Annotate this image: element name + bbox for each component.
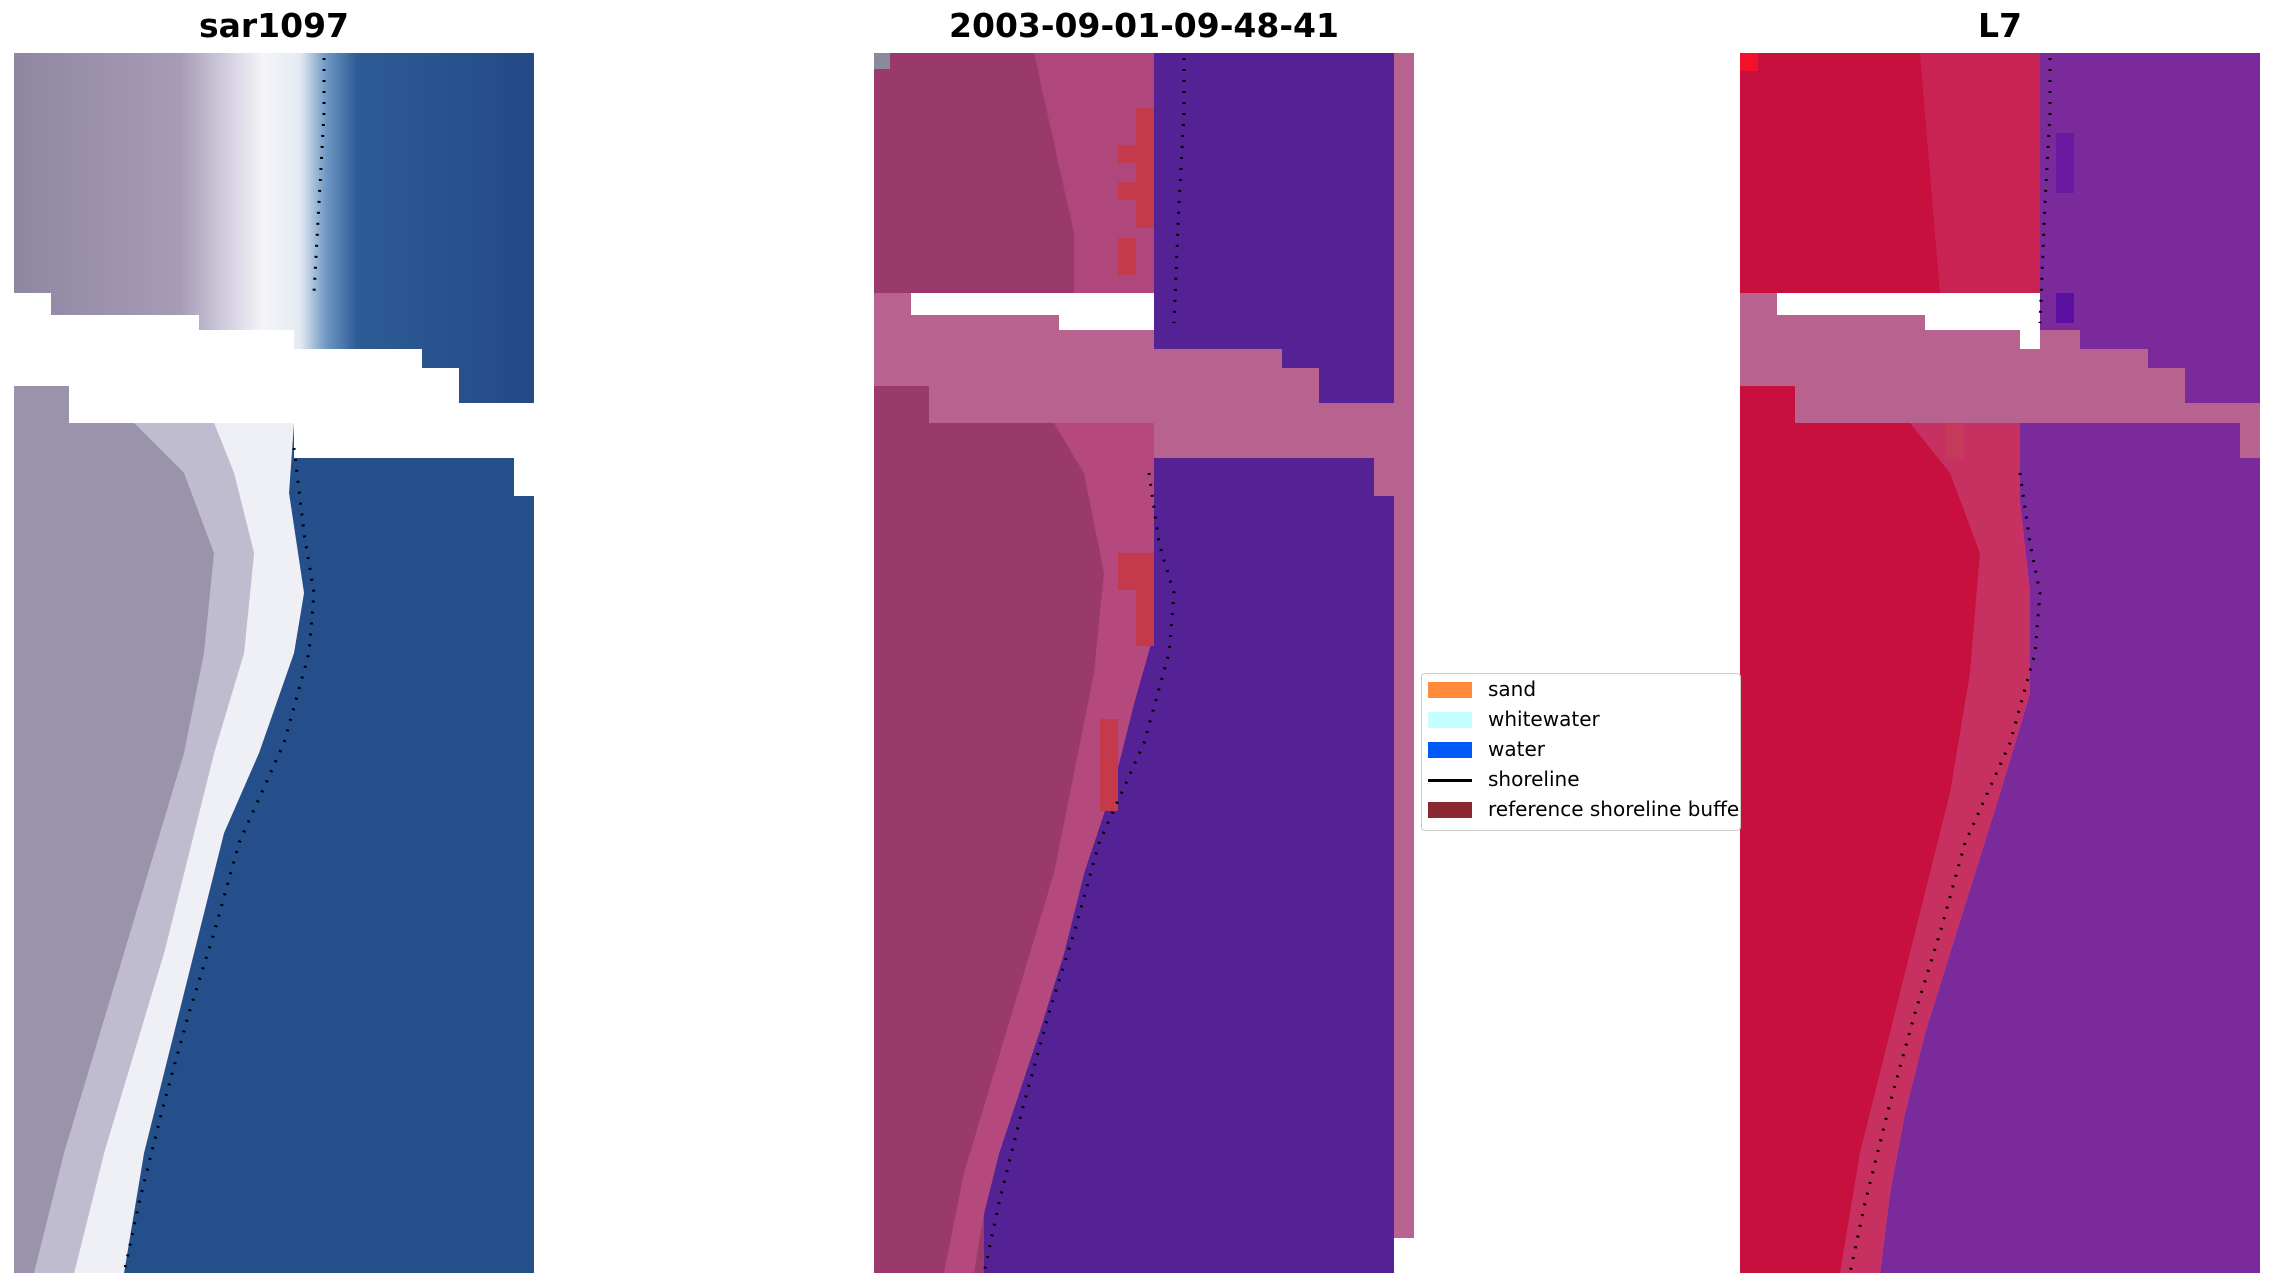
legend-label: water — [1488, 737, 1545, 761]
legend-item-whitewater: whitewater — [1422, 705, 1740, 733]
legend-label: reference shoreline buffer — [1488, 797, 1741, 821]
legend-item-reference-shoreline-buffer: reference shoreline buffer — [1422, 795, 1741, 823]
legend-item-sand: sand — [1422, 675, 1740, 703]
panel-title-l7: L7 — [1978, 6, 2022, 45]
rgb-image-panel — [14, 53, 534, 1273]
legend-swatch-shoreline — [1428, 779, 1472, 782]
panel-title-rgb: sar1097 — [198, 6, 350, 45]
legend: sand whitewater water shoreline referenc… — [1421, 673, 1741, 831]
legend-item-shoreline: shoreline — [1422, 765, 1740, 793]
panel-title-classified: 2003-09-01-09-48-41 — [949, 6, 1339, 45]
legend-swatch-reference-buffer — [1428, 802, 1472, 818]
legend-label: shoreline — [1488, 767, 1580, 791]
l7-image — [1740, 53, 2260, 1274]
legend-swatch-water — [1428, 742, 1472, 758]
rgb-image — [14, 53, 534, 1273]
classified-image — [874, 53, 1414, 1273]
l7-image-panel — [1740, 53, 2260, 1274]
legend-label: sand — [1488, 677, 1537, 701]
classified-image-panel — [874, 53, 1414, 1273]
legend-swatch-whitewater — [1428, 712, 1472, 728]
legend-swatch-sand — [1428, 682, 1472, 698]
legend-label: whitewater — [1488, 707, 1600, 731]
legend-item-water: water — [1422, 735, 1740, 763]
